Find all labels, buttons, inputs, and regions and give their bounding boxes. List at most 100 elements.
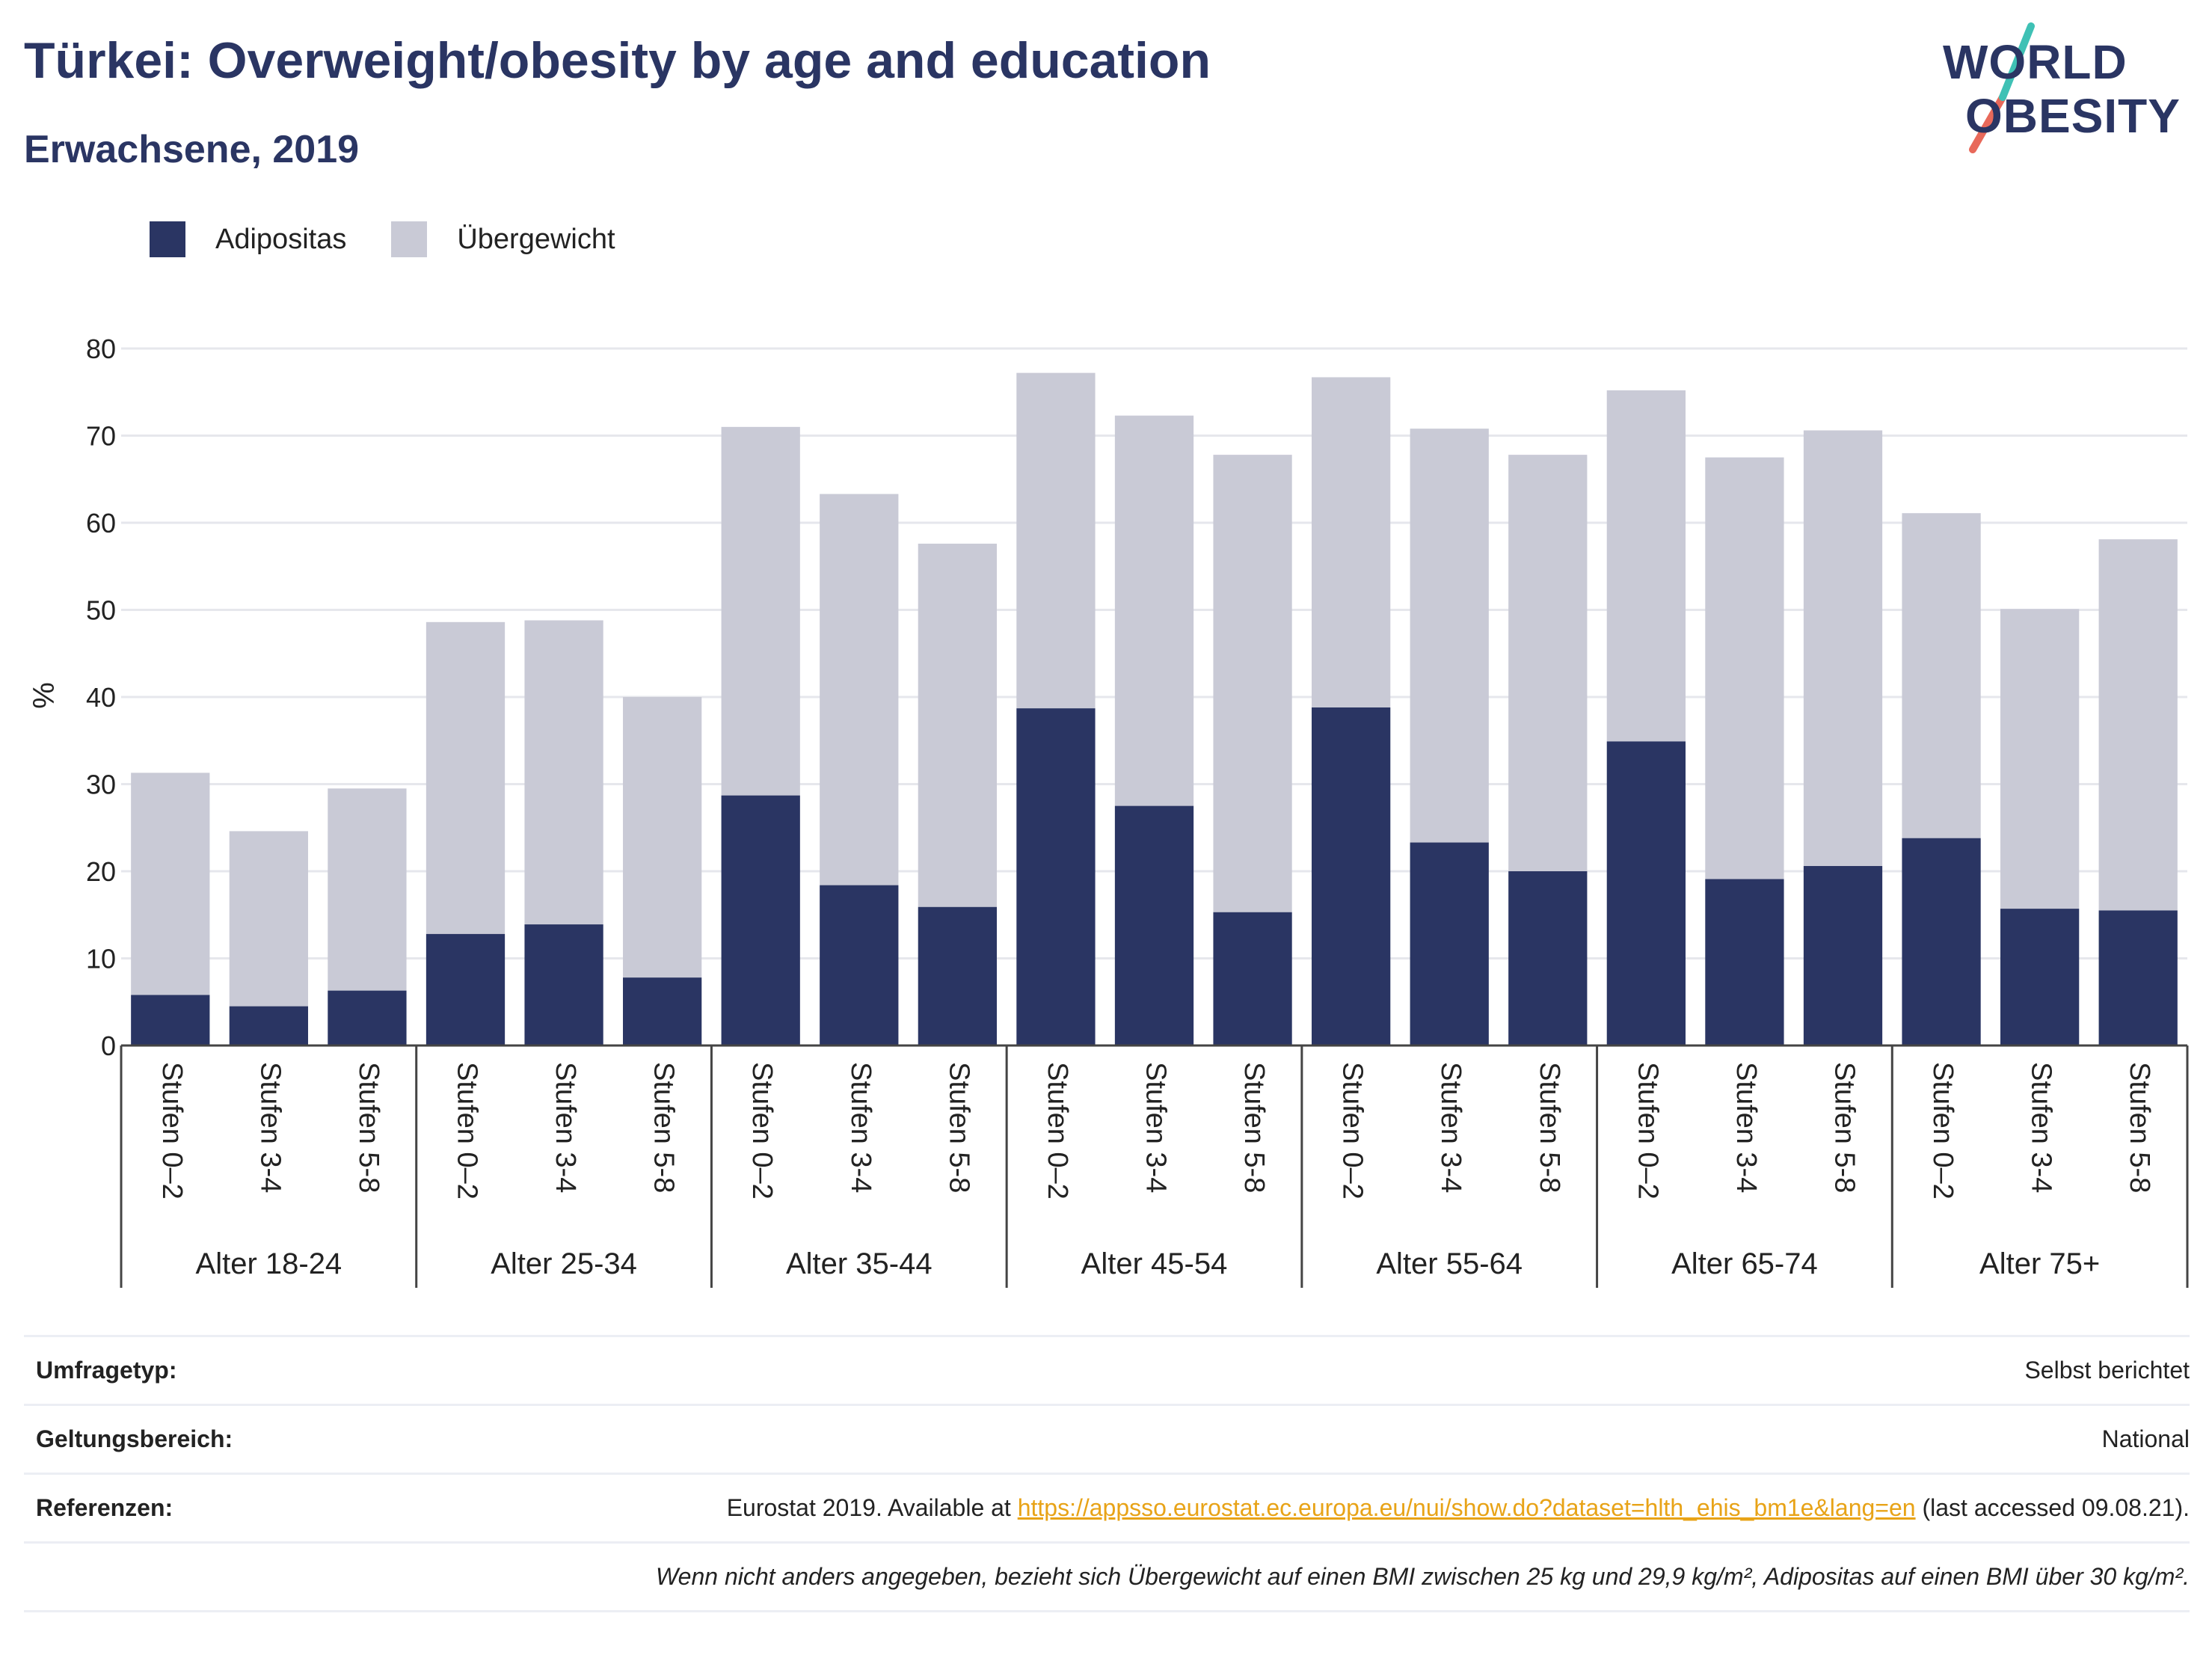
- bar-uebergewicht: [721, 426, 800, 796]
- x-tick-label: Stufen 5-8: [1828, 1062, 1860, 1193]
- survey-type-label: Umfragetyp:: [36, 1357, 177, 1384]
- x-tick-label: Stufen 5-8: [943, 1062, 974, 1193]
- bar-uebergewicht: [1312, 377, 1391, 707]
- x-tick-label: Stufen 0–2: [1632, 1062, 1663, 1200]
- bar-adipositas: [2098, 910, 2178, 1045]
- bar-uebergewicht: [1114, 415, 1194, 806]
- y-tick-label: 10: [86, 944, 116, 974]
- bar-adipositas: [1312, 707, 1391, 1045]
- bar-adipositas: [623, 977, 702, 1045]
- scope-value: National: [2101, 1425, 2190, 1452]
- x-tick-label: Stufen 3-4: [1140, 1062, 1171, 1193]
- bar-uebergewicht: [1508, 455, 1588, 871]
- x-tick-label: Stufen 5-8: [1534, 1062, 1565, 1193]
- bar-uebergewicht: [229, 831, 308, 1007]
- logo-word-world: WORLD: [1943, 35, 2127, 89]
- bar-uebergewicht: [623, 697, 702, 978]
- y-tick-label: 60: [86, 508, 116, 538]
- x-tick-label: Stufen 5-8: [353, 1062, 384, 1193]
- bar-uebergewicht: [1016, 372, 1096, 709]
- bar-adipositas: [131, 995, 210, 1045]
- bar-adipositas: [1902, 838, 1981, 1045]
- x-group-label: Alter 25-34: [491, 1247, 637, 1280]
- logo-word-obesity: OBESITY: [1965, 89, 2181, 143]
- stacked-bar-chart: 0 10 20 30 40 50 60 70 80% Stufen 0–2 Stufen 3-4 St…: [28, 334, 2189, 1288]
- legend-item-uebergewicht[interactable]: Übergewicht: [391, 221, 615, 257]
- logo-slash-icon: [1969, 22, 2035, 153]
- y-axis-label: %: [28, 682, 61, 709]
- legend-swatch-adipositas: [150, 221, 185, 257]
- x-group-label: Alter 75+: [1979, 1247, 2100, 1280]
- bar-adipositas: [2000, 909, 2080, 1045]
- x-tick-label: Stufen 3-4: [845, 1062, 876, 1193]
- bar-adipositas: [1508, 871, 1588, 1045]
- legend-swatch-uebergewicht: [391, 221, 428, 257]
- x-tick-label: Stufen 3-4: [1730, 1062, 1762, 1193]
- x-tick-label: Stufen 5-8: [2124, 1062, 2155, 1193]
- bar-uebergewicht: [524, 620, 603, 925]
- x-group-label: Alter 55-64: [1376, 1247, 1523, 1280]
- y-tick-label: 20: [86, 856, 116, 887]
- x-tick-label: Stufen 3-4: [2026, 1062, 2057, 1193]
- bar-uebergewicht: [328, 788, 407, 991]
- x-tick-label: Stufen 0–2: [156, 1062, 188, 1200]
- bar-adipositas: [820, 885, 899, 1045]
- bar-uebergewicht: [1213, 455, 1292, 912]
- x-group-label: Alter 35-44: [786, 1247, 933, 1280]
- x-tick-label: Stufen 0–2: [1927, 1062, 1958, 1200]
- bar-adipositas: [1705, 879, 1784, 1045]
- x-tick-label: Stufen 0–2: [746, 1062, 778, 1200]
- bar-uebergewicht: [1705, 457, 1784, 879]
- bar-adipositas: [425, 933, 506, 1045]
- footer-row-survey-type: Umfragetyp: Selbst berichtet: [24, 1335, 2190, 1404]
- bar-adipositas: [229, 1006, 308, 1045]
- x-tick-label: Stufen 0–2: [1337, 1062, 1368, 1200]
- legend-item-adipositas[interactable]: Adipositas: [150, 221, 346, 257]
- y-tick-label: 80: [86, 334, 116, 364]
- bar-uebergewicht: [2098, 539, 2178, 911]
- x-tick-label: Stufen 5-8: [1238, 1062, 1270, 1193]
- footer-row-references: Referenzen: Eurostat 2019. Available at …: [24, 1473, 2190, 1541]
- bar-adipositas: [918, 906, 997, 1045]
- x-tick-label: Stufen 3-4: [550, 1062, 581, 1193]
- bmi-note: Wenn nicht anders angegeben, bezieht sic…: [656, 1563, 2190, 1590]
- page-subtitle: Erwachsene, 2019: [24, 128, 360, 171]
- x-tick-label: Stufen 0–2: [1042, 1062, 1073, 1200]
- bar-uebergewicht: [1606, 390, 1686, 742]
- bar-uebergewicht: [131, 773, 210, 995]
- bar-adipositas: [328, 990, 407, 1045]
- references-suffix: (last accessed 09.08.21).: [1915, 1494, 2190, 1521]
- x-group-label: Alter 18-24: [196, 1247, 342, 1280]
- references-prefix: Eurostat 2019. Available at: [726, 1494, 1018, 1521]
- bar-adipositas: [1016, 708, 1096, 1045]
- y-tick-label: 0: [101, 1031, 116, 1061]
- references-link[interactable]: https://appsso.eurostat.ec.europa.eu/nui…: [1017, 1494, 1916, 1521]
- scope-label: Geltungsbereich:: [36, 1425, 233, 1452]
- y-tick-label: 40: [86, 682, 116, 713]
- x-group-label: Alter 65-74: [1671, 1247, 1818, 1280]
- footer-row-note: Wenn nicht anders angegeben, bezieht sic…: [24, 1541, 2190, 1612]
- chart-legend: Adipositas Übergewicht: [150, 221, 660, 257]
- footer-row-scope: Geltungsbereich: National: [24, 1404, 2190, 1473]
- bar-uebergewicht: [1803, 430, 1883, 867]
- page-title: Türkei: Overweight/obesity by age and ed…: [24, 32, 1211, 89]
- bar-uebergewicht: [820, 494, 899, 885]
- bar-adipositas: [721, 795, 800, 1045]
- x-tick-label: Stufen 3-4: [1435, 1062, 1466, 1193]
- bar-uebergewicht: [918, 543, 997, 907]
- bar-adipositas: [524, 924, 603, 1045]
- y-tick-label: 50: [86, 595, 116, 626]
- survey-type-value: Selbst berichtet: [2024, 1357, 2190, 1384]
- y-tick-label: 70: [86, 421, 116, 452]
- y-tick-label: 30: [86, 770, 116, 800]
- legend-label-uebergewicht: Übergewicht: [457, 223, 615, 255]
- bar-uebergewicht: [1410, 429, 1489, 843]
- references-label: Referenzen:: [36, 1494, 173, 1521]
- bar-adipositas: [1606, 741, 1686, 1045]
- chart-footer: Umfragetyp: Selbst berichtet Geltungsber…: [24, 1335, 2190, 1612]
- legend-label-adipositas: Adipositas: [215, 223, 347, 255]
- references-value: Eurostat 2019. Available at https://apps…: [727, 1494, 2190, 1522]
- bar-adipositas: [1410, 842, 1489, 1045]
- bar-uebergewicht: [1902, 513, 1981, 838]
- bar-adipositas: [1803, 866, 1883, 1045]
